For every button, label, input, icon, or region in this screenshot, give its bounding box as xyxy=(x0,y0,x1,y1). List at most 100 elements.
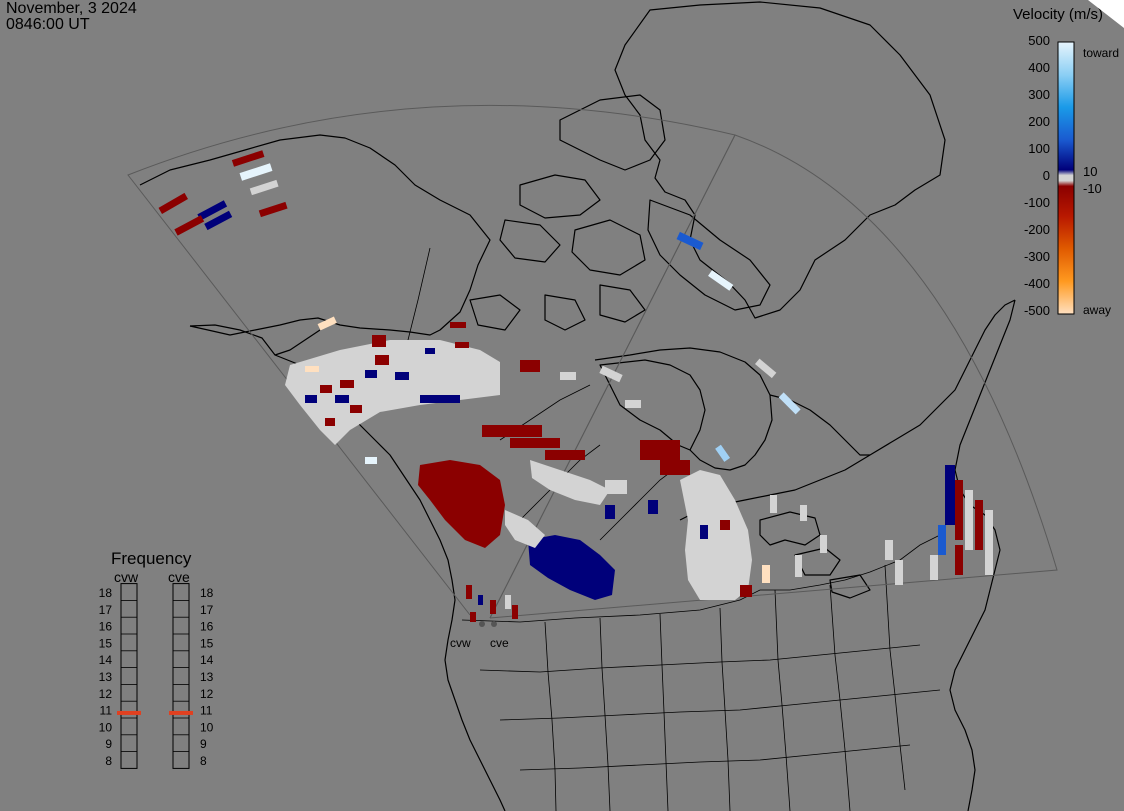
us-states-3 xyxy=(519,744,911,771)
away-cell-ab-6 xyxy=(450,322,466,328)
away-cell-w-5 xyxy=(325,418,335,426)
away-cell-pnw-4 xyxy=(470,612,476,622)
timestamp-header: November, 3 2024 0846:00 UT xyxy=(6,1,137,33)
toward-extreme-cell-ak xyxy=(239,163,273,181)
cvw-frequency-scale-label: 16 xyxy=(99,620,113,634)
ground-cell-e-4 xyxy=(930,555,938,580)
ground-cell-e-6 xyxy=(820,535,827,553)
ground-cell-e-1 xyxy=(965,490,973,550)
toward-cell-w-3 xyxy=(395,372,409,380)
cvw-frequency-bar xyxy=(120,583,138,769)
ground-scatter-arc-west xyxy=(285,340,500,445)
velocity-tick-label: -200 xyxy=(1024,222,1050,237)
velocity-tick-label: -300 xyxy=(1024,249,1050,264)
us-states-v1 xyxy=(544,621,557,811)
velocity-tick-label: -400 xyxy=(1024,276,1050,291)
toward-cell-w-1 xyxy=(420,395,460,403)
cve-site-marker xyxy=(491,621,497,627)
radar-fov-outlines xyxy=(127,104,1058,619)
toward-cell-w-4 xyxy=(335,395,349,403)
frequency-panel-title: Frequency xyxy=(111,549,192,568)
away-extreme-cell-1 xyxy=(317,316,337,331)
velocity-tick-label: 500 xyxy=(1028,33,1050,48)
toward-cell-misc-3 xyxy=(700,525,708,539)
cve-frequency-scale-label: 15 xyxy=(200,636,214,650)
away-cell-ab-9 xyxy=(520,360,540,372)
alaska-south-coast xyxy=(189,324,321,356)
corner-mark xyxy=(1088,0,1124,28)
velocity-inner-label-positive: 10 xyxy=(1083,164,1097,179)
coastline-layer xyxy=(139,1,1016,811)
ground-cell-ak xyxy=(249,179,279,196)
ground-cell-pnw-1 xyxy=(505,595,511,609)
arctic-island-6 xyxy=(544,294,586,331)
away-cell-ab-5 xyxy=(660,460,690,475)
toward-velocity-cluster xyxy=(528,535,615,600)
political-boundaries xyxy=(397,247,941,811)
away-cell-ab-4 xyxy=(640,440,680,460)
cve-frequency-scale-label: 11 xyxy=(200,704,213,718)
us-states-v4 xyxy=(719,607,731,811)
toward-cell-ak-1 xyxy=(197,200,228,221)
away-cell-ab-2 xyxy=(510,438,560,448)
ground-cell-e-7 xyxy=(795,555,802,577)
frequency-panel: cvw cve 18 18 17 17 16 16 15 15 14 14 13 13 12 12 11 11… xyxy=(99,569,214,769)
arctic-island-3 xyxy=(571,219,646,276)
us-states-v2 xyxy=(599,617,611,811)
cvw-frequency-marker xyxy=(117,710,141,715)
cvw-site-label: cvw xyxy=(450,636,471,650)
away-cell-w-3 xyxy=(375,355,389,365)
ground-scatter-patch-1 xyxy=(505,510,545,548)
arctic-island-5 xyxy=(469,294,521,331)
us-states-v7 xyxy=(884,564,906,791)
toward-cell-ak-2 xyxy=(204,210,233,231)
toward-extreme-cell-ne-2 xyxy=(778,392,801,415)
ground-cell-e-8 xyxy=(770,495,777,513)
ground-cell-e-2 xyxy=(985,510,993,575)
velocity-gradient-bar xyxy=(1057,41,1075,315)
ground-cell-misc-2 xyxy=(560,372,576,380)
cve-fov xyxy=(489,134,1058,619)
away-cell-ak-2 xyxy=(158,192,188,214)
cvw-frequency-scale-label: 15 xyxy=(99,636,113,650)
cvw-frequency-scale-label: 8 xyxy=(105,754,112,768)
toward-extreme-cell-1 xyxy=(365,457,377,464)
quebec-coast xyxy=(769,394,870,456)
ground-cell-e-3 xyxy=(895,560,903,585)
ellesmere-island xyxy=(559,94,666,171)
cvw-frequency-scale-label: 10 xyxy=(99,720,113,734)
away-cell-e-3 xyxy=(955,545,963,575)
cvw-site-marker xyxy=(479,621,485,627)
toward-mid-cell-ne xyxy=(676,231,704,251)
canada-provinces-3 xyxy=(599,464,681,541)
backscatter-cells xyxy=(158,150,993,622)
toward-cell-e-2 xyxy=(938,525,946,555)
cve-frequency-scale-label: 8 xyxy=(200,754,207,768)
velocity-legend-title: Velocity (m/s) xyxy=(1013,6,1104,23)
away-cell-ab-7 xyxy=(455,342,469,348)
arctic-island-4 xyxy=(599,284,646,323)
cvw-frequency-scale-label: 12 xyxy=(99,687,113,701)
away-cell-ab-3 xyxy=(545,450,585,460)
cvw-frequency-scale-label: 13 xyxy=(99,670,113,684)
cve-frequency-scale-label: 12 xyxy=(200,687,214,701)
cve-frequency-scale-label: 9 xyxy=(200,737,207,751)
cve-frequency-scale-label: 10 xyxy=(200,720,214,734)
cvw-frequency-scale-label: 9 xyxy=(105,737,112,751)
away-velocity-cluster-bc xyxy=(418,460,505,548)
toward-cell-misc-1 xyxy=(605,505,615,519)
away-extreme-cell-3 xyxy=(762,565,770,583)
hudson-bay-coast xyxy=(599,359,706,451)
toward-cell-w-2 xyxy=(365,370,377,378)
velocity-tick-label: -100 xyxy=(1024,195,1050,210)
greenland-outline xyxy=(614,1,946,319)
velocity-away-label: away xyxy=(1083,303,1111,317)
cve-frequency-scale-label: 17 xyxy=(200,603,214,617)
cve-freq-label: cve xyxy=(168,569,190,585)
ground-scatter-arc-east xyxy=(680,470,752,600)
away-cell-ab-1 xyxy=(482,425,542,437)
cvw-fov xyxy=(127,104,736,619)
cvw-frequency-scale-label: 14 xyxy=(99,653,113,667)
cve-frequency-scale-label: 13 xyxy=(200,670,214,684)
